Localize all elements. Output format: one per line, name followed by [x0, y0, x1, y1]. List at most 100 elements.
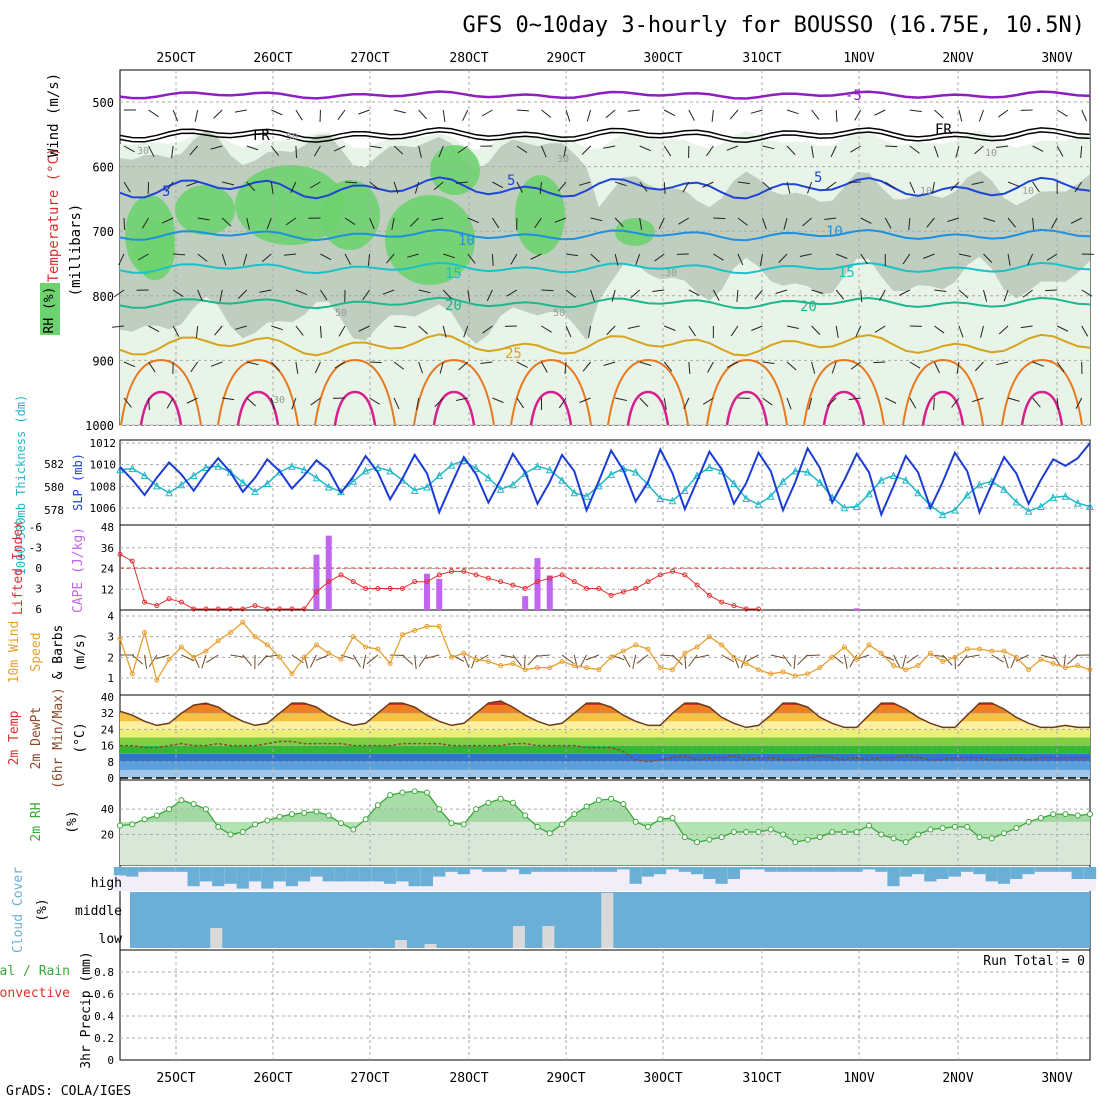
temp-tick: 8 — [107, 756, 114, 769]
thickness-point — [128, 464, 137, 473]
wind-barb — [358, 109, 370, 115]
wind-barb — [123, 397, 132, 408]
wind-speed-point — [534, 665, 540, 671]
surface-wind-barb — [418, 654, 428, 667]
rh2m-fill-mid — [120, 809, 1090, 865]
isotherm-30-arc — [510, 358, 592, 426]
cloud-high-bg — [838, 867, 851, 891]
surface-wind-barb — [1066, 654, 1079, 665]
wind-barb — [586, 109, 592, 122]
wind-barb — [786, 361, 797, 371]
cloud-level-label: low — [99, 932, 123, 947]
cloud-low-clear-gap — [395, 940, 408, 948]
cloud-high-bar — [408, 867, 421, 887]
wind-barb — [407, 253, 419, 258]
lifted-index-point — [522, 586, 528, 591]
cloud-high-bar — [801, 867, 814, 872]
rh2m-point — [350, 826, 357, 833]
surface-wind-barb — [632, 654, 637, 669]
wind-barb — [835, 109, 838, 123]
isotherm-25 — [119, 333, 1091, 357]
rh2m-point — [902, 839, 909, 846]
top-date-label: 25OCT — [156, 51, 195, 66]
surface-wind-barb — [721, 654, 735, 663]
cloud-high-bg — [875, 867, 888, 891]
wind-barb — [712, 289, 720, 301]
rh2m-point — [780, 831, 787, 838]
wind-speed-point — [817, 665, 823, 671]
cloud-high-bg — [445, 867, 458, 891]
cloud-high-bar — [641, 867, 655, 877]
wind-barb — [983, 217, 996, 222]
wind-barb — [923, 253, 935, 259]
wind-barb — [510, 253, 518, 265]
thickness-point — [140, 471, 149, 479]
lifted-index-point — [313, 589, 319, 595]
wind-tick: 3 — [107, 631, 114, 644]
rh2m-point — [755, 829, 762, 835]
wind-speed-point — [694, 644, 700, 650]
wind-speed-point — [584, 665, 590, 671]
cloud-high-bar — [1059, 867, 1072, 872]
cloud-high-bar — [826, 867, 839, 872]
wind-barb — [811, 109, 820, 120]
wind-speed-point — [252, 634, 258, 640]
wind-speed-point — [166, 656, 172, 662]
wind-barb — [369, 397, 381, 405]
pressure-tick: 700 — [92, 225, 114, 239]
lifted-index-point — [142, 599, 148, 605]
wind-barb — [480, 361, 493, 364]
cloud-high-bar — [199, 867, 213, 882]
wind-barb — [369, 181, 380, 190]
wind-barb — [664, 325, 676, 331]
rh2m-point — [890, 835, 897, 842]
contour-label: 10 — [458, 233, 475, 249]
wind-barb — [486, 289, 493, 302]
wind-barb — [334, 361, 346, 369]
wind-barb — [762, 217, 767, 230]
cloud-high-bg — [482, 867, 495, 891]
wind-barb — [799, 253, 812, 257]
wind-speed-point — [461, 650, 467, 656]
wind-speed-point — [215, 638, 221, 644]
isotherm-35-arc — [725, 390, 769, 426]
bottom-date-label: 29OCT — [546, 1071, 585, 1086]
wind-barb — [541, 109, 552, 118]
wind-barb — [885, 145, 898, 148]
wind-barb — [393, 181, 399, 194]
bottom-date-label: 25OCT — [156, 1071, 195, 1086]
cloud-high-bar — [838, 867, 851, 872]
surface-wind-barb — [535, 654, 550, 657]
wind-barb — [750, 109, 763, 114]
slp-line — [119, 442, 1091, 518]
cloud-high-bar — [592, 867, 605, 872]
axis-title-millibars: (millibars) — [68, 204, 84, 297]
top-date-label: 26OCT — [253, 51, 292, 66]
wind-barb — [418, 361, 424, 374]
contour-label: 50 — [286, 132, 298, 143]
wind-barb — [433, 181, 444, 191]
wind-barb — [854, 109, 862, 121]
wind-barb — [137, 253, 149, 261]
rh2m-axis-unit: (%) — [65, 810, 80, 833]
wind-barb — [603, 361, 616, 366]
cloud-high-bar — [1083, 867, 1097, 879]
wind-barb — [458, 361, 469, 371]
thickness-point — [288, 462, 296, 470]
rh2m-point — [178, 797, 185, 804]
rh2m-point — [436, 806, 443, 813]
wind-barb — [664, 109, 676, 117]
contour-label: 20 — [445, 298, 462, 314]
surface-wind-barb — [782, 654, 792, 667]
top-date-label: 29OCT — [546, 51, 585, 66]
rh-legend-swatch — [40, 283, 60, 335]
rh2m-point — [559, 821, 566, 828]
surface-wind-barb — [579, 654, 588, 668]
rh2m-point — [227, 831, 234, 838]
pressure-tick: 600 — [92, 161, 114, 175]
rh2m-point — [546, 830, 553, 837]
rh2m-point — [878, 831, 885, 838]
precip-axis-title: 3hr Precip (mm) — [79, 951, 94, 1068]
rh2m-point — [301, 809, 308, 816]
wind-barb — [639, 217, 643, 230]
